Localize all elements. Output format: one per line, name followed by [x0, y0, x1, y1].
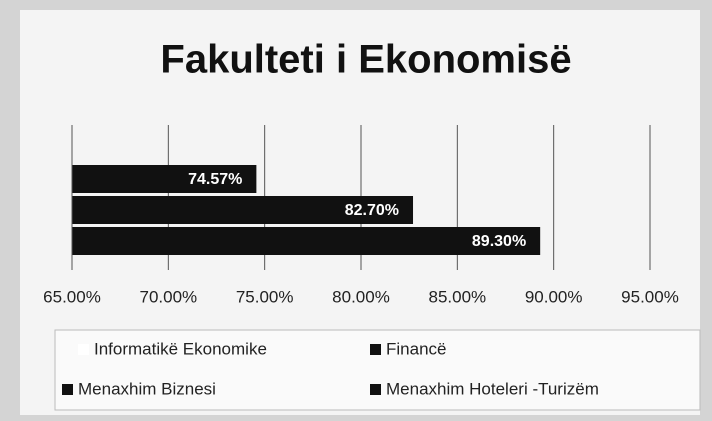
bar — [72, 227, 541, 255]
bar — [72, 196, 414, 224]
legend-swatch — [78, 344, 89, 355]
legend-label: Menaxhim Hoteleri -Turizëm — [386, 379, 599, 398]
x-tick-label: 85.00% — [428, 287, 486, 306]
legend-swatch — [370, 344, 381, 355]
x-tick-label: 80.00% — [332, 287, 390, 306]
legend-label: Informatikë Ekonomike — [94, 339, 267, 358]
x-tick-label: 65.00% — [43, 287, 101, 306]
x-tick-label: 75.00% — [236, 287, 294, 306]
bar — [72, 165, 257, 193]
value-label: 82.70% — [345, 202, 399, 219]
value-label: 89.30% — [472, 233, 526, 250]
value-label: 74.57% — [188, 171, 242, 188]
x-tick-label: 90.00% — [525, 287, 583, 306]
x-tick-label: 95.00% — [621, 287, 679, 306]
legend-label: Menaxhim Biznesi — [78, 379, 216, 398]
legend-swatch — [62, 384, 73, 395]
legend-label: Financë — [386, 339, 446, 358]
legend-box — [54, 329, 701, 411]
x-tick-label: 70.00% — [139, 287, 197, 306]
legend-swatch — [370, 384, 381, 395]
chart-title: Fakulteti i Ekonomisë — [160, 38, 571, 82]
